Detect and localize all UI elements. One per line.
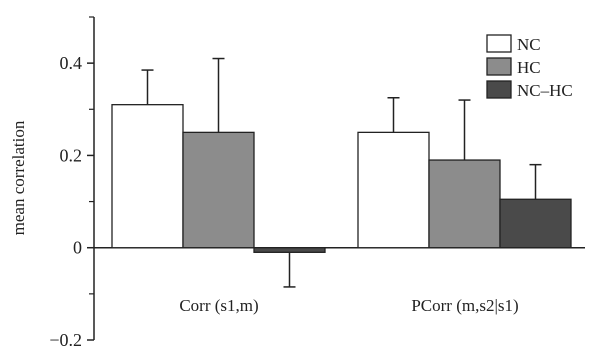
error-bars [141, 57, 542, 288]
y-tick-label: 0.2 [60, 145, 83, 165]
bar-hc [428, 159, 501, 249]
legend-swatch [486, 34, 512, 53]
legend-label: NC [517, 35, 541, 54]
legend-label: NC–HC [517, 81, 573, 100]
legend-swatch [486, 80, 512, 99]
bar-nc-hc [253, 247, 326, 253]
y-tick-label: 0.4 [60, 53, 83, 73]
legend-label: HC [517, 58, 541, 77]
y-tick-label: 0 [73, 238, 82, 258]
category-label: Corr (s1,m) [179, 296, 258, 315]
bar-nc [111, 104, 184, 249]
legend-swatch [486, 57, 512, 76]
bar-nc-hc [499, 198, 572, 249]
category-label: PCorr (m,s2|s1) [411, 296, 518, 315]
bar-nc [357, 131, 430, 249]
bar-hc [182, 131, 255, 249]
y-axis-label: mean correlation [9, 120, 28, 235]
y-tick-label: −0.2 [49, 330, 82, 348]
category-labels: Corr (s1,m) PCorr (m,s2|s1) [179, 296, 518, 315]
bars [111, 104, 572, 253]
legend: NC HC NC–HC [486, 34, 573, 100]
